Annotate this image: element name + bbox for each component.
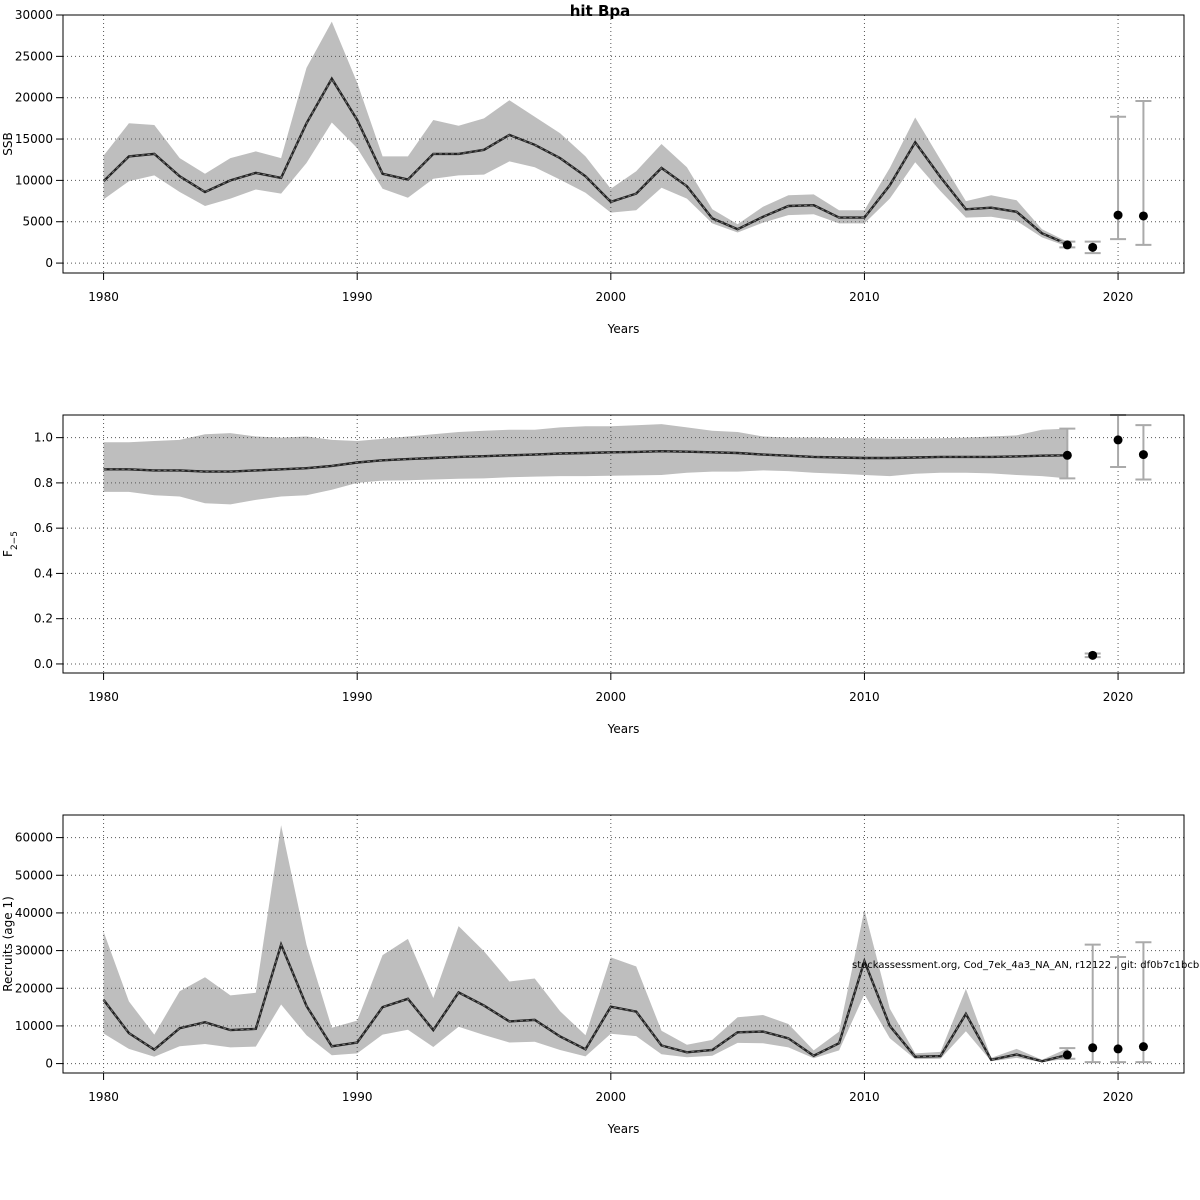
y-tick-label: 30000 <box>15 944 53 958</box>
plot-frame <box>62 814 1185 1074</box>
x-tick-label: 2020 <box>1103 690 1134 704</box>
confidence-band <box>103 424 1068 505</box>
plot-frame <box>62 414 1185 674</box>
y-tick-label: 0.6 <box>34 521 53 535</box>
y-tick-label: 0.2 <box>34 612 53 626</box>
y-axis-label: Recruits (age 1) <box>1 896 15 992</box>
x-axis-label: Years <box>607 722 640 736</box>
data-point <box>1062 450 1072 460</box>
x-tick-label: 1980 <box>88 690 119 704</box>
confidence-band <box>103 21 1068 247</box>
y-axis-label-subscript: 2−5 <box>10 531 20 550</box>
y-tick-label: 40000 <box>15 906 53 920</box>
y-tick-label: 0.0 <box>34 657 53 671</box>
x-tick-label: 1990 <box>342 1090 373 1104</box>
data-point <box>1138 211 1148 221</box>
data-point <box>1062 240 1072 250</box>
estimate-line-dash <box>103 450 1068 473</box>
data-point <box>1113 1044 1123 1054</box>
confidence-band <box>103 825 1068 1063</box>
fishing-mortality-panel: 1980 1990 2000 2010 2020 0.0 0.2 0.4 0.6 0.8 1.0 Ye… <box>1 414 1185 736</box>
y-tick-label: 10000 <box>15 1019 53 1033</box>
x-tick-label: 2000 <box>596 290 627 304</box>
y-tick-label: 0 <box>45 1057 53 1071</box>
x-tick-label: 2000 <box>596 690 627 704</box>
data-point <box>1138 450 1148 460</box>
y-tick-label: 1.0 <box>34 431 53 445</box>
y-tick-label: 20000 <box>15 981 53 995</box>
x-tick-label: 1980 <box>88 1090 119 1104</box>
estimate-line-dash <box>103 943 1068 1062</box>
x-tick-label: 2010 <box>849 690 880 704</box>
x-tick-label: 1990 <box>342 290 373 304</box>
x-tick-label: 2020 <box>1103 290 1134 304</box>
x-tick-label: 2010 <box>849 290 880 304</box>
chart-title: hit Bpa <box>570 2 631 20</box>
data-point <box>1138 1042 1148 1052</box>
y-tick-label: 20000 <box>15 91 53 105</box>
y-tick-label: 5000 <box>22 215 53 229</box>
y-tick-label: 10000 <box>15 173 53 187</box>
y-axis-label: F2−5 <box>1 531 20 557</box>
footnote: stockassessment.org, Cod_7ek_4a3_NA_AN, … <box>852 960 1200 971</box>
x-tick-label: 2020 <box>1103 1090 1134 1104</box>
recruits-panel: 1980 1990 2000 2010 2020 0 10000 20000 30000 4000… <box>1 814 1185 1136</box>
data-point <box>1113 210 1123 220</box>
y-axis-label: SSB <box>1 132 15 155</box>
data-point <box>1088 242 1098 252</box>
data-point <box>1088 1043 1098 1053</box>
y-tick-label: 25000 <box>15 49 53 63</box>
y-tick-label: 50000 <box>15 868 53 882</box>
plot-frame <box>62 14 1185 274</box>
x-tick-label: 1990 <box>342 690 373 704</box>
estimate-line-dash <box>103 77 1068 245</box>
x-axis-label: Years <box>607 322 640 336</box>
y-tick-label: 0.4 <box>34 566 53 580</box>
y-tick-label: 30000 <box>15 8 53 22</box>
x-tick-label: 1980 <box>88 290 119 304</box>
data-point <box>1088 650 1098 660</box>
y-tick-label: 0 <box>45 256 53 270</box>
y-tick-label: 0.8 <box>34 476 53 490</box>
ssb-panel: 1980 1990 2000 2010 2020 0 5000 10000 15000 20000… <box>1 8 1185 336</box>
x-tick-label: 2000 <box>596 1090 627 1104</box>
y-tick-label: 60000 <box>15 831 53 845</box>
data-point <box>1113 435 1123 445</box>
x-tick-label: 2010 <box>849 1090 880 1104</box>
data-point <box>1062 1050 1072 1060</box>
y-tick-label: 15000 <box>15 132 53 146</box>
x-axis-label: Years <box>607 1122 640 1136</box>
